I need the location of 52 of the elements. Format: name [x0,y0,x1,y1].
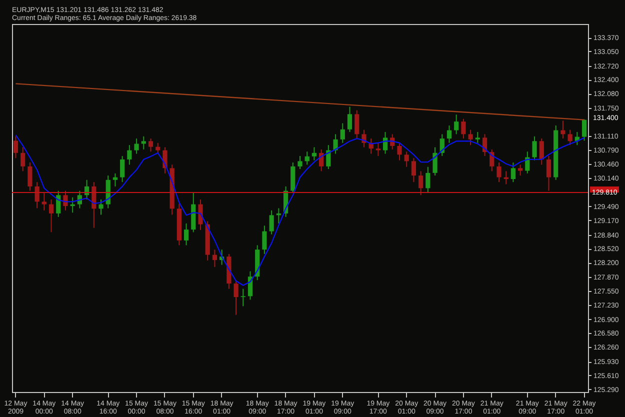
candlestick [354,110,360,140]
candlestick [496,162,502,183]
candlestick [475,132,480,144]
candlestick [262,225,267,254]
candlestick [404,151,409,168]
candlestick [212,249,218,268]
candlestick [454,114,459,135]
candlestick [28,162,32,192]
candlestick [304,151,310,166]
candlestick [134,138,139,154]
candlestick [568,129,572,146]
candlestick [120,155,125,183]
candlestick [298,155,302,170]
candlestick [34,182,40,209]
candlestick [340,122,345,144]
candlestick [432,146,438,176]
candlestick [397,142,402,161]
candlestick [269,210,274,235]
candlestick [13,136,18,159]
candlestick [112,172,118,187]
candlestick [141,136,146,150]
candlestick [510,162,516,183]
candlestick [127,144,132,166]
candlestick [156,142,160,154]
candlestick [63,190,68,211]
candlestick [468,129,473,146]
candlestick [446,124,452,144]
candlestick [411,158,416,183]
candlestick [426,166,430,194]
candlestick [42,192,46,211]
candlestick [312,146,317,161]
candlestick [333,134,338,154]
candlestick [347,106,352,133]
candlestick [234,280,238,316]
candlestick [376,142,380,156]
candlestick [240,288,246,307]
candlestick [560,120,566,140]
candlestick [418,170,424,196]
candlestick [461,118,466,140]
candlestick [382,132,388,154]
candlestick [148,138,154,152]
candlestick [582,118,587,142]
candlestick [98,199,104,216]
candlestick [546,155,552,192]
candlestick [56,190,61,218]
candlestick [539,138,544,166]
candlestick [532,136,537,161]
candlestick [184,222,189,246]
candlestick [20,146,26,172]
candlestick [48,199,54,233]
candlestick [518,164,523,176]
candlestick [198,199,203,230]
